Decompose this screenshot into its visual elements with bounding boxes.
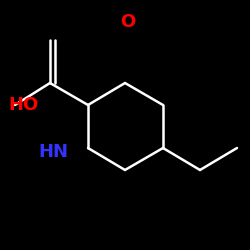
Text: HO: HO — [8, 96, 38, 114]
Text: HN: HN — [38, 143, 68, 161]
Text: O: O — [120, 13, 136, 31]
